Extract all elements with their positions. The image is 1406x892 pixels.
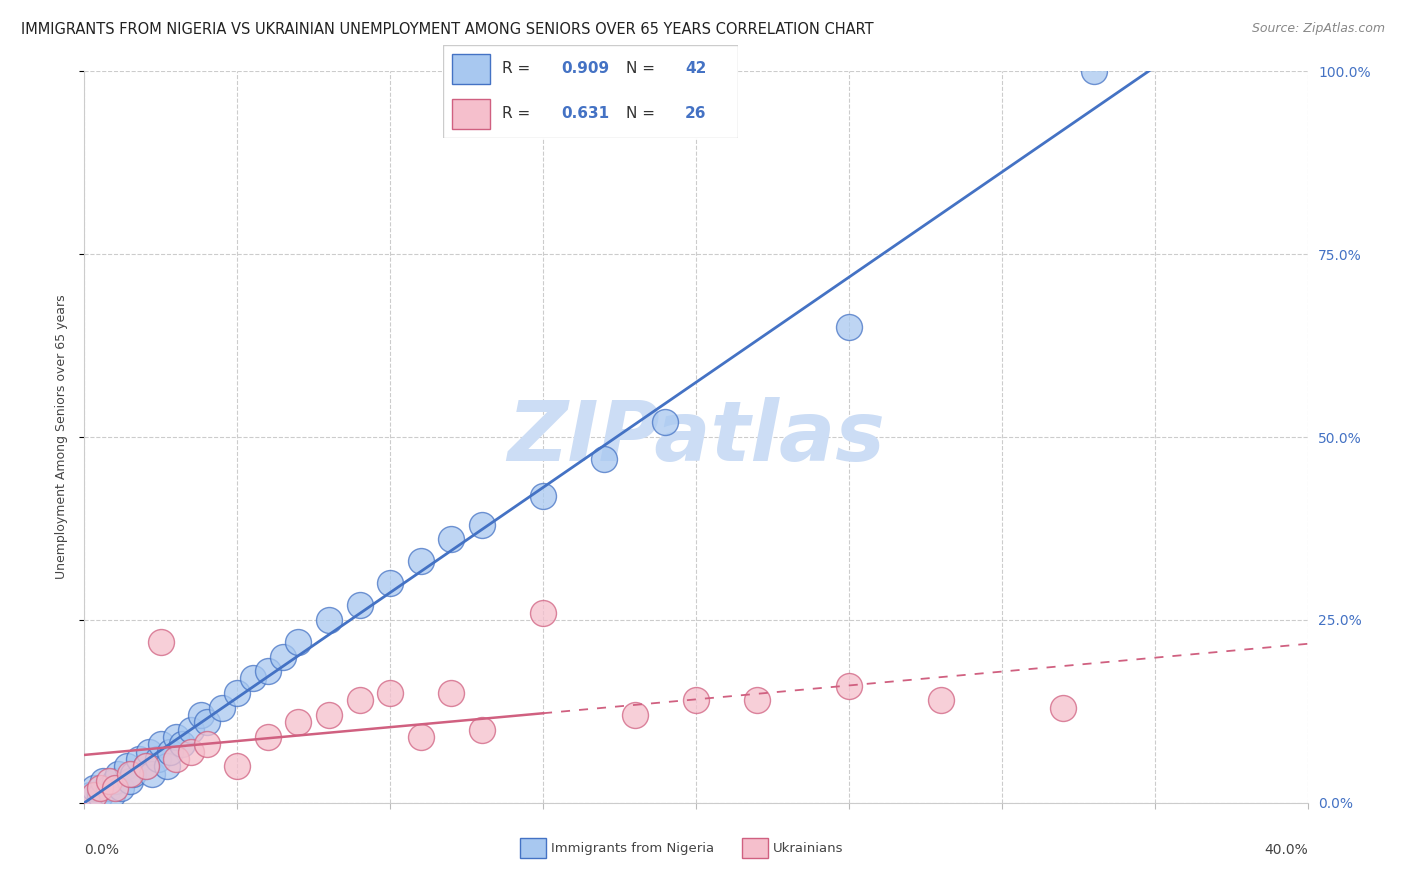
Point xyxy=(156,759,179,773)
Point xyxy=(195,715,218,730)
Point xyxy=(115,759,138,773)
Text: IMMIGRANTS FROM NIGERIA VS UKRAINIAN UNEMPLOYMENT AMONG SENIORS OVER 65 YEARS CO: IMMIGRANTS FROM NIGERIA VS UKRAINIAN UNE… xyxy=(21,22,873,37)
Point xyxy=(180,745,202,759)
Point xyxy=(440,686,463,700)
Text: 0.909: 0.909 xyxy=(561,62,609,77)
Point xyxy=(471,517,494,532)
Point xyxy=(159,745,181,759)
Text: N =: N = xyxy=(626,106,659,121)
Point xyxy=(97,781,120,796)
Text: 40.0%: 40.0% xyxy=(1264,843,1308,857)
Point xyxy=(146,752,169,766)
Point xyxy=(226,759,249,773)
Point xyxy=(149,635,172,649)
Point xyxy=(89,781,111,796)
Point xyxy=(83,789,105,803)
Text: R =: R = xyxy=(502,106,540,121)
Point xyxy=(120,766,142,780)
Point xyxy=(1083,64,1105,78)
Point xyxy=(287,715,309,730)
Point xyxy=(380,576,402,591)
Point xyxy=(1052,700,1074,714)
Point xyxy=(318,613,340,627)
Point xyxy=(271,649,294,664)
Text: Immigrants from Nigeria: Immigrants from Nigeria xyxy=(551,842,714,855)
Point xyxy=(180,723,202,737)
Text: Ukrainians: Ukrainians xyxy=(773,842,844,855)
Point xyxy=(135,759,157,773)
Point xyxy=(149,737,172,751)
Point xyxy=(624,708,647,723)
Text: 0.631: 0.631 xyxy=(561,106,609,121)
Text: R =: R = xyxy=(502,62,536,77)
Text: 0.0%: 0.0% xyxy=(84,843,120,857)
Y-axis label: Unemployment Among Seniors over 65 years: Unemployment Among Seniors over 65 years xyxy=(55,294,67,580)
Point xyxy=(242,672,264,686)
Point xyxy=(128,752,150,766)
Point xyxy=(531,606,554,620)
Point xyxy=(91,773,114,788)
Point xyxy=(165,730,187,744)
Text: ZIPatlas: ZIPatlas xyxy=(508,397,884,477)
Point xyxy=(929,693,952,707)
Point xyxy=(135,759,157,773)
Text: N =: N = xyxy=(626,62,659,77)
Point xyxy=(380,686,402,700)
Point xyxy=(79,789,101,803)
Point xyxy=(226,686,249,700)
Point xyxy=(349,599,371,613)
Point xyxy=(531,489,554,503)
Point xyxy=(138,745,160,759)
Point xyxy=(685,693,707,707)
Point xyxy=(409,730,432,744)
FancyBboxPatch shape xyxy=(451,99,491,129)
Text: 42: 42 xyxy=(685,62,706,77)
Point xyxy=(440,533,463,547)
Point xyxy=(349,693,371,707)
Point xyxy=(172,737,194,751)
Point xyxy=(104,781,127,796)
Point xyxy=(211,700,233,714)
Point xyxy=(110,781,132,796)
Point xyxy=(654,416,676,430)
Point xyxy=(838,679,860,693)
Point xyxy=(747,693,769,707)
Point xyxy=(141,766,163,780)
Point xyxy=(104,773,127,788)
FancyBboxPatch shape xyxy=(451,54,491,84)
Point xyxy=(83,781,105,796)
Point xyxy=(165,752,187,766)
Point xyxy=(89,789,111,803)
Point xyxy=(101,789,124,803)
Point xyxy=(190,708,212,723)
Point xyxy=(97,773,120,788)
Point xyxy=(593,452,616,467)
FancyBboxPatch shape xyxy=(443,45,738,138)
Point xyxy=(287,635,309,649)
Text: 26: 26 xyxy=(685,106,706,121)
Point xyxy=(409,554,432,568)
Point xyxy=(318,708,340,723)
Point xyxy=(257,730,280,744)
Point xyxy=(838,320,860,334)
Point xyxy=(257,664,280,678)
Point xyxy=(107,766,129,780)
Point xyxy=(120,773,142,788)
Point xyxy=(122,766,145,780)
Text: Source: ZipAtlas.com: Source: ZipAtlas.com xyxy=(1251,22,1385,36)
Point xyxy=(195,737,218,751)
Point xyxy=(471,723,494,737)
